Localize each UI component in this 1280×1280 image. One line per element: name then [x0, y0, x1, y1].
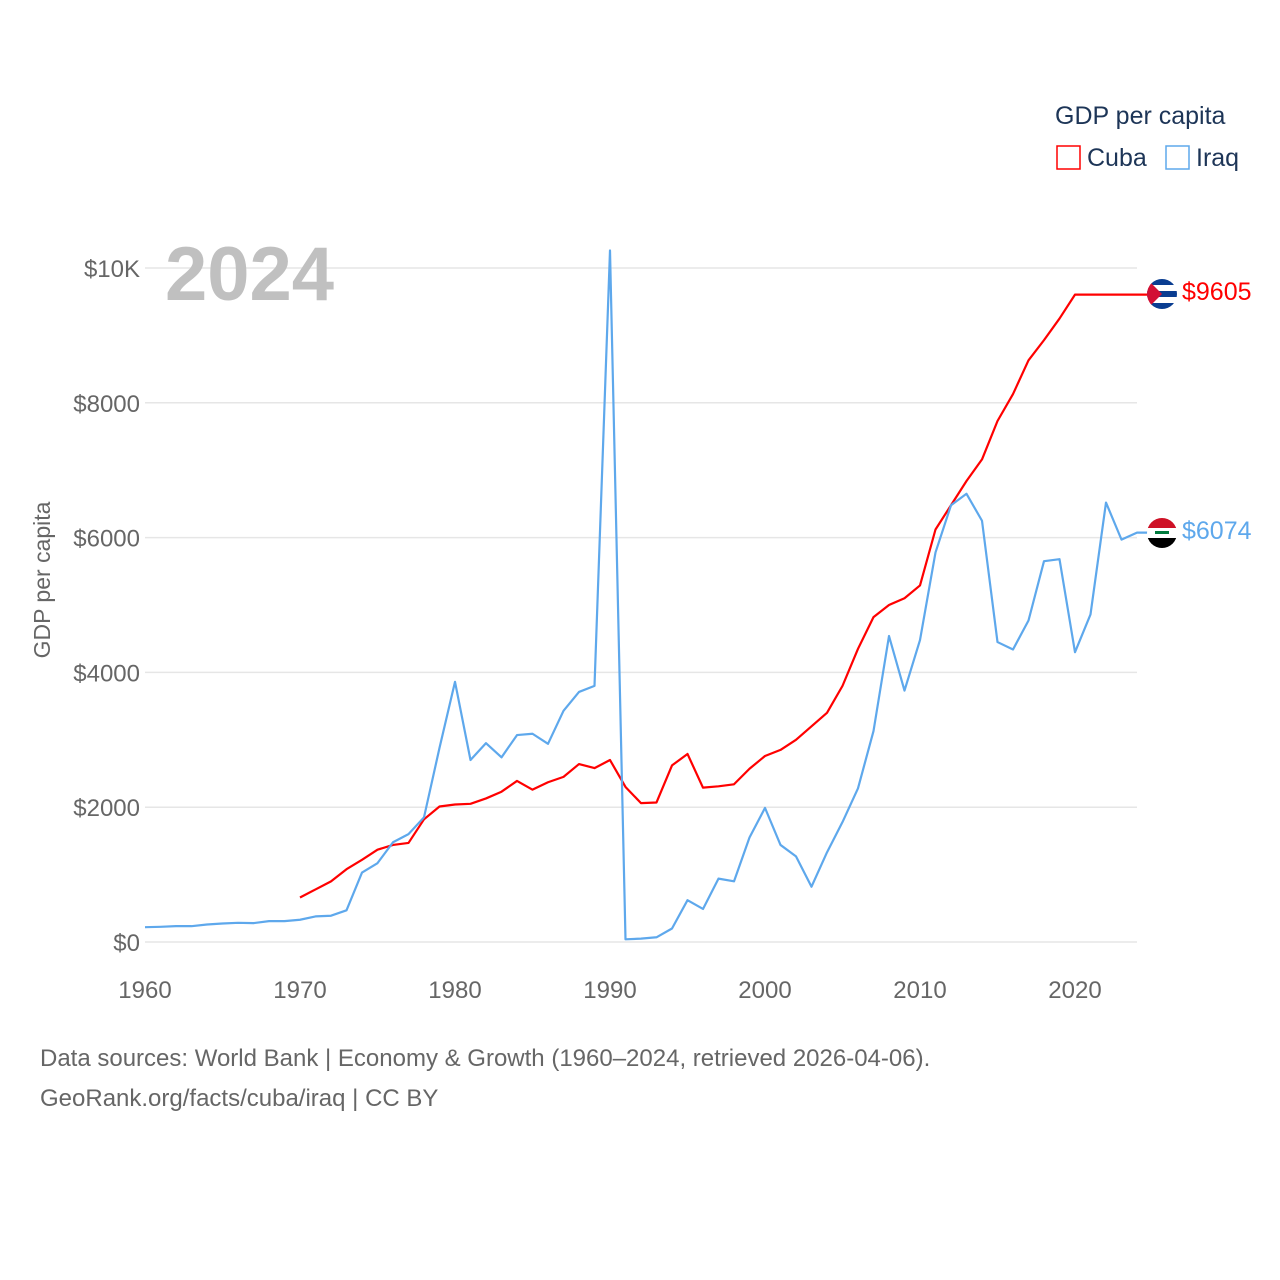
series-line-iraq	[144, 249, 1150, 941]
end-label-iraq: $6074	[1182, 517, 1252, 545]
legend-label-iraq[interactable]: Iraq	[1196, 144, 1239, 172]
x-tick-label: 1960	[118, 977, 171, 1004]
y-tick-label: $10K	[84, 256, 140, 283]
legend-title: GDP per capita	[1055, 102, 1226, 130]
y-tick-label: $8000	[73, 391, 140, 418]
cuba-flag-icon	[1147, 279, 1177, 309]
x-tick-label: 1970	[273, 977, 326, 1004]
x-tick-label: 2000	[738, 977, 791, 1004]
legend-swatch-iraq[interactable]	[1165, 145, 1190, 170]
year-watermark: 2024	[165, 232, 334, 317]
y-tick-label: $2000	[73, 795, 140, 822]
footer-sources: Data sources: World Bank | Economy & Gro…	[40, 1045, 931, 1072]
series-line-cuba	[299, 293, 1150, 899]
footer-attribution: GeoRank.org/facts/cuba/iraq | CC BY	[40, 1085, 439, 1112]
x-tick-label: 2020	[1048, 977, 1101, 1004]
iraq-flag-icon	[1147, 518, 1177, 548]
x-tick-label: 1980	[428, 977, 481, 1004]
legend-label-cuba[interactable]: Cuba	[1087, 144, 1147, 172]
y-axis-label: GDP per capita	[29, 501, 55, 658]
y-tick-label: $6000	[73, 526, 140, 553]
legend-swatch-cuba[interactable]	[1056, 145, 1081, 170]
x-tick-label: 1990	[583, 977, 636, 1004]
y-tick-label: $0	[113, 930, 140, 957]
y-tick-label: $4000	[73, 660, 140, 687]
end-label-cuba: $9605	[1182, 278, 1252, 306]
x-tick-label: 2010	[893, 977, 946, 1004]
